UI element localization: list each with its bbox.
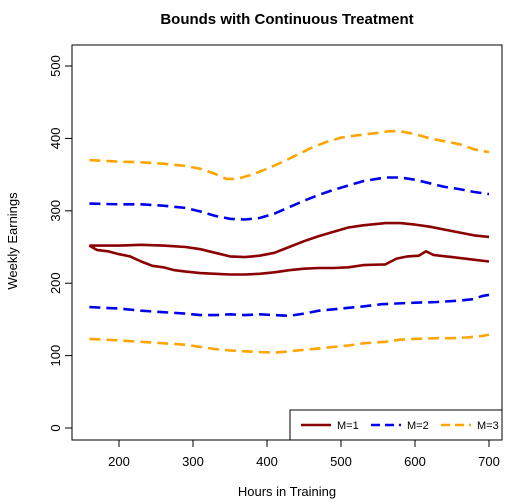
y-tick-label-100: 100 [48,345,63,367]
x-axis-label: Hours in Training [238,484,336,499]
x-tick-label-600: 600 [404,454,426,469]
x-tick-label-400: 400 [256,454,278,469]
y-tick-label-300: 300 [48,200,63,222]
series-m2-upper-bound-line [89,176,490,221]
series-m3-upper-bound-line [89,129,490,181]
y-tick-label-0: 0 [48,424,63,431]
series-lines [88,129,490,354]
series-m1-upper-bound-line [89,221,490,259]
x-axis: 200 300 400 500 600 700 [108,439,500,469]
legend-label-m2: M=2 [407,420,429,432]
x-tick-label-300: 300 [182,454,204,469]
y-tick-label-500: 500 [48,55,63,77]
y-tick-label-400: 400 [48,128,63,150]
x-tick-label-500: 500 [330,454,352,469]
y-axis: 0 100 200 300 400 500 [48,55,73,432]
series-m2-lower-bound-line [89,293,490,318]
plot-frame [71,44,503,441]
y-tick-label-200: 200 [48,272,63,294]
series-m1-lower-bound-line [88,244,490,276]
x-tick-label-700: 700 [478,454,500,469]
chart-title: Bounds with Continuous Treatment [160,11,413,28]
legend-label-m3: M=3 [477,420,499,432]
legend: M=1 M=2 M=3 [289,409,503,441]
y-axis-label: Weekly Earnings [5,192,20,290]
series-m3-lower-bound-line [89,333,490,354]
legend-label-m1: M=1 [337,420,359,432]
x-tick-label-200: 200 [108,454,130,469]
